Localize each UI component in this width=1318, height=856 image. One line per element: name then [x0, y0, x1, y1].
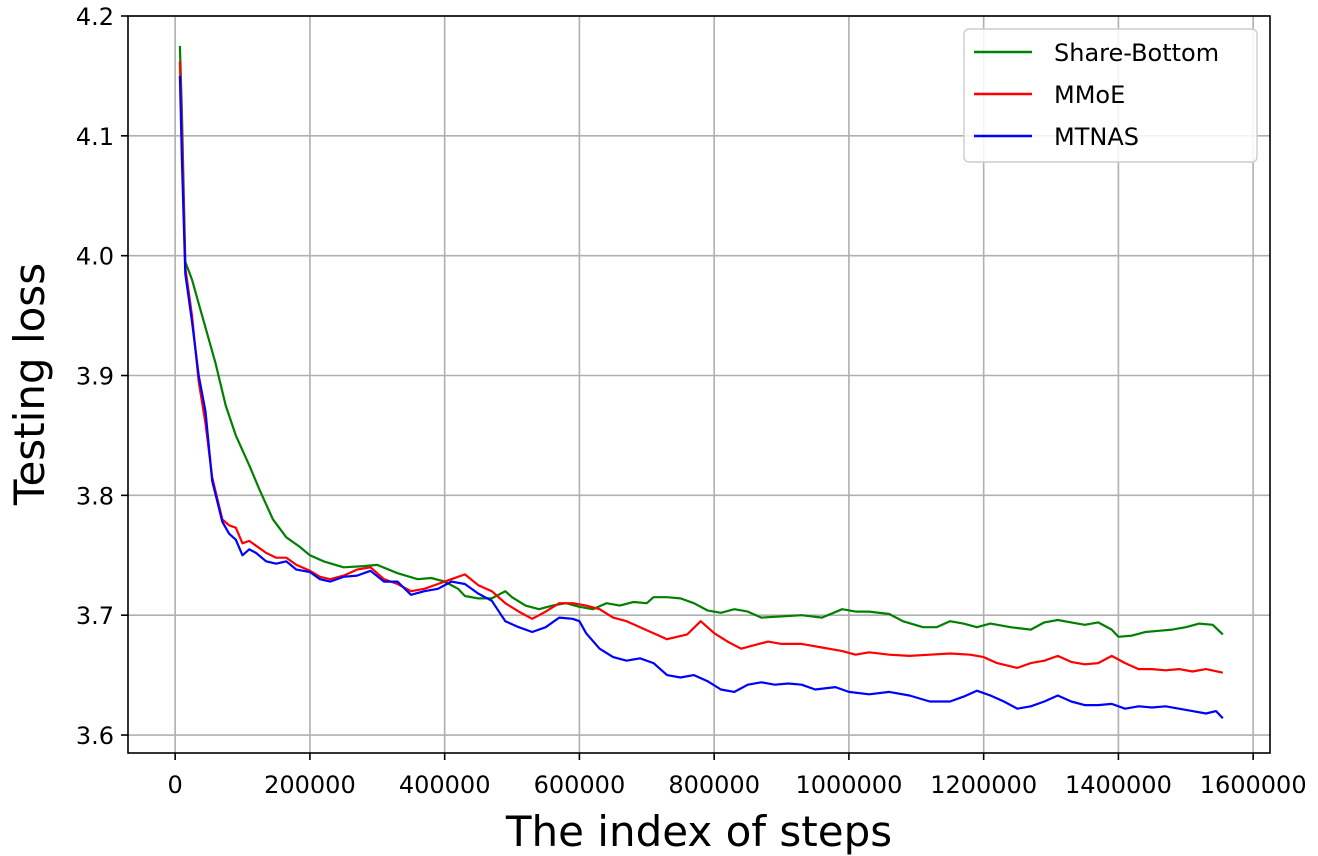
y-axis: 3.6 3.7 3.8 3.9 4.0 4.1 4.2 — [76, 3, 128, 750]
y-tick-label: 3.9 — [76, 363, 114, 391]
legend-label-mmoe: MMoE — [1054, 81, 1125, 109]
series-line-mmoe — [178, 61, 1224, 674]
y-tick-label: 3.7 — [76, 602, 114, 630]
y-axis-label: Testing loss — [5, 263, 54, 506]
x-tick-label: 800000 — [668, 771, 760, 799]
x-axis-label: The index of steps — [505, 807, 892, 856]
legend-label-mtnas: MTNAS — [1054, 123, 1139, 151]
x-tick-label: 1000000 — [795, 771, 902, 799]
x-axis: 0 200000 400000 600000 800000 1000000 1200000 1… — [168, 753, 1307, 799]
series-group — [178, 45, 1224, 719]
legend: Share-Bottom MMoE MTNAS — [963, 28, 1258, 163]
x-tick-label: 600000 — [534, 771, 626, 799]
y-tick-label: 3.6 — [76, 722, 114, 750]
x-tick-label: 0 — [168, 771, 183, 799]
x-tick-label: 400000 — [399, 771, 491, 799]
legend-box — [963, 28, 1258, 163]
x-tick-label: 1200000 — [930, 771, 1037, 799]
grid — [128, 15, 1270, 753]
series-line-mtnas — [178, 75, 1224, 719]
y-tick-label: 4.1 — [76, 123, 114, 151]
x-tick-label: 1400000 — [1065, 771, 1172, 799]
y-tick-label: 4.2 — [76, 3, 114, 31]
x-tick-label: 200000 — [264, 771, 356, 799]
y-tick-label: 3.8 — [76, 482, 114, 510]
series-line-share-bottom — [178, 45, 1224, 638]
y-tick-label: 4.0 — [76, 243, 114, 271]
x-tick-label: 1600000 — [1200, 771, 1307, 799]
legend-label-share-bottom: Share-Bottom — [1054, 39, 1219, 67]
plot-frame — [127, 15, 1271, 754]
